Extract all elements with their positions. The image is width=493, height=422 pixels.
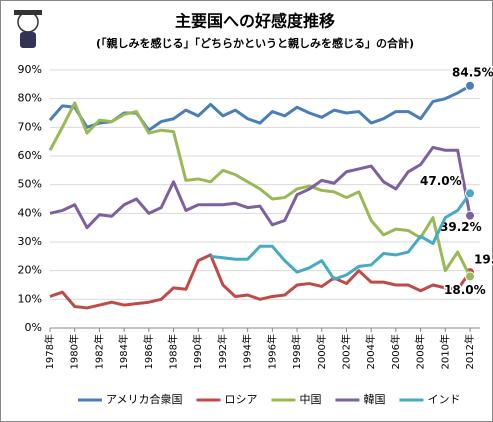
y-tick-label: 50% — [18, 178, 42, 191]
y-tick-label: 0% — [25, 321, 42, 334]
legend-label: 韓国 — [363, 393, 385, 406]
x-tick-label: 1986年 — [142, 334, 155, 369]
series-line — [210, 192, 472, 281]
x-tick-label: 1988年 — [167, 334, 180, 369]
end-marker — [465, 188, 475, 199]
series-line — [48, 101, 472, 278]
x-tick-label: 2008年 — [414, 334, 427, 369]
x-tick-label: 2002年 — [339, 334, 352, 369]
data-label: 18.0% — [444, 283, 486, 297]
x-tick-label: 1982年 — [92, 334, 105, 369]
y-tick-label: 30% — [18, 235, 42, 248]
y-tick-label: 20% — [18, 264, 42, 277]
x-tick-label: 2010年 — [438, 334, 451, 369]
x-tick-label: 1990年 — [191, 334, 204, 369]
end-marker — [465, 210, 475, 221]
y-tick-label: 90% — [18, 63, 42, 76]
y-tick-label: 40% — [18, 206, 42, 219]
legend-label: アメリカ合衆国 — [106, 392, 182, 406]
x-tick-label: 1978年 — [43, 334, 56, 369]
mascot-icon — [14, 10, 42, 48]
x-tick-label: 1984年 — [117, 334, 130, 369]
series-line — [49, 253, 472, 310]
y-tick-label: 10% — [18, 292, 42, 305]
chart-subtitle: (「親しみを感じる」「どちらかというと親しみを感じる」の合計) — [96, 36, 414, 50]
data-label: 47.0% — [420, 174, 462, 188]
data-label: 84.5% — [452, 65, 493, 79]
series-line — [49, 145, 472, 230]
end-marker — [465, 80, 475, 91]
x-tick-label: 2004年 — [364, 334, 377, 369]
x-tick-label: 1996年 — [265, 334, 278, 369]
x-tick-label: 1998年 — [290, 334, 303, 369]
data-label: 19.5% — [474, 253, 493, 267]
x-tick-label: 1992年 — [216, 334, 229, 369]
x-tick-label: 1994年 — [241, 334, 254, 369]
x-tick-label: 2006年 — [389, 334, 402, 369]
data-label: 39.2% — [440, 220, 482, 234]
y-tick-label: 80% — [18, 92, 42, 105]
legend-label: 中国 — [299, 393, 321, 406]
x-tick-label: 1980年 — [68, 334, 81, 369]
x-tick-label: 2012年 — [463, 334, 476, 369]
x-tick-label: 2000年 — [315, 334, 328, 369]
legend-label: ロシア — [224, 393, 257, 406]
chart-title: 主要国への好感度推移 — [175, 12, 335, 31]
y-tick-label: 60% — [18, 149, 42, 162]
legend-label: インド — [427, 393, 460, 406]
y-tick-label: 70% — [18, 120, 42, 133]
end-marker — [465, 271, 475, 282]
